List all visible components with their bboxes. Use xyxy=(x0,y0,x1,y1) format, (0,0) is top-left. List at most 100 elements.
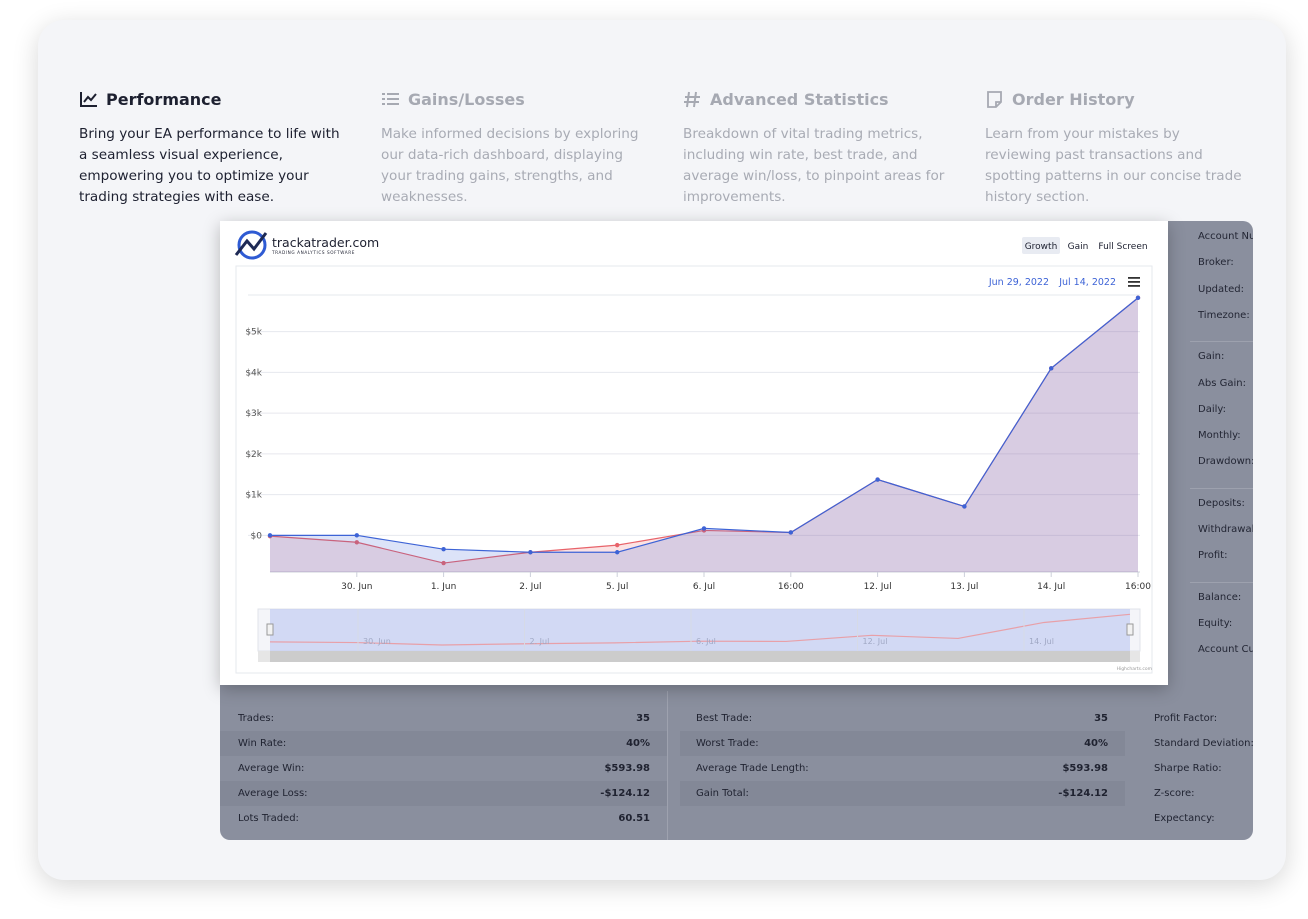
tab-title: Performance xyxy=(106,89,222,109)
menu-bar xyxy=(1128,285,1140,287)
stat-value: $593.98 xyxy=(604,763,650,774)
stat-row: Worst Trade: 40% xyxy=(680,731,1125,756)
account-label: Account Number: xyxy=(1198,231,1253,242)
tab[interactable]: Gains/Losses Make informed decisions by e… xyxy=(381,86,651,208)
stat-label: Sharpe Ratio: xyxy=(1154,763,1222,774)
stat-row: Best Trade: 35 xyxy=(680,706,1125,731)
x-tick-label: 16:00 xyxy=(1125,582,1151,592)
x-tick-label: 6. Jul xyxy=(693,582,715,592)
stat-row: Profit Factor: xyxy=(1140,706,1253,731)
point xyxy=(441,546,446,552)
point xyxy=(1135,295,1141,301)
chart-card: trackatrader.com TRADING ANALYTICS SOFTW… xyxy=(220,221,1168,685)
separator xyxy=(1190,487,1253,489)
tab[interactable]: Advanced Statistics Breakdown of vital tr… xyxy=(683,86,953,208)
navigator-line xyxy=(269,613,1131,646)
account-label: Daily: xyxy=(1198,403,1226,415)
account-label: Balance: xyxy=(1198,591,1242,603)
account-label: Equity: xyxy=(1198,617,1233,629)
point xyxy=(441,560,446,566)
stat-label: Average Trade Length: xyxy=(696,763,809,774)
stat-label: Average Win: xyxy=(238,763,305,774)
gain-button[interactable]: Gain xyxy=(1068,242,1089,252)
tab-title: Order History xyxy=(1012,89,1135,109)
point xyxy=(962,504,967,509)
x-tick-label: 16:00 xyxy=(778,582,804,592)
account-label: Broker: xyxy=(1198,257,1234,269)
scrollbar-thumb[interactable] xyxy=(270,651,1130,662)
x-tick-label: 12. Jul xyxy=(864,582,892,592)
stat-row: Trades: 35 xyxy=(220,706,667,731)
column-divider xyxy=(667,691,668,840)
y-tick-label: $3k xyxy=(245,409,262,419)
point xyxy=(354,533,359,538)
menu-icon[interactable] xyxy=(1128,277,1140,287)
stat-label: Expectancy: xyxy=(1154,813,1215,824)
chart: trackatrader.com TRADING ANALYTICS SOFTW… xyxy=(234,230,1153,674)
account-label: Monthly: xyxy=(1198,430,1241,442)
stat-label: Average Loss: xyxy=(238,788,308,799)
stat-label: Standard Deviation: xyxy=(1154,738,1253,749)
stat-value: $593.98 xyxy=(1062,763,1108,774)
credit: Highcharts.com xyxy=(1117,666,1152,672)
stat-row: Average Loss: -$124.12 xyxy=(220,781,667,806)
point xyxy=(788,530,793,535)
logo-icon xyxy=(237,230,267,260)
separator xyxy=(1190,341,1253,343)
date-to[interactable]: Jul 14, 2022 xyxy=(1058,277,1116,288)
stat-row: Sharpe Ratio: xyxy=(1140,756,1253,781)
point xyxy=(701,526,707,531)
button-bg xyxy=(1022,237,1060,254)
account-label: Deposits: xyxy=(1198,497,1245,509)
x-tick-label: 5. Jul xyxy=(606,582,628,592)
stat-row: Expectancy: xyxy=(1140,806,1253,831)
tab[interactable]: Performance Bring your EA performance to … xyxy=(79,86,349,208)
account-label: Account Currency: xyxy=(1198,644,1253,656)
stat-label: Best Trade: xyxy=(696,713,753,724)
navigator-label: 14. Jul xyxy=(1029,637,1054,646)
stat-label: Worst Trade: xyxy=(696,738,759,749)
stat-value: 35 xyxy=(636,713,650,724)
y-tick-label: $5k xyxy=(245,328,262,338)
stat-value: 35 xyxy=(1094,713,1108,724)
stat-label: Lots Traded: xyxy=(238,813,299,824)
navigator-label: 12. Jul xyxy=(863,637,888,646)
account-label: Drawdown: xyxy=(1198,456,1253,468)
navigator-handle[interactable] xyxy=(266,623,274,636)
tab-header: Gains/Losses xyxy=(381,86,651,112)
area xyxy=(270,297,1138,572)
stat-value: 60.51 xyxy=(618,813,650,824)
logo: trackatrader.com TRADING ANALYTICS SOFTW… xyxy=(234,230,379,260)
tab[interactable]: Order History Learn from your mistakes by… xyxy=(985,86,1255,208)
point xyxy=(528,550,533,555)
y-tick-label: $4k xyxy=(245,368,262,378)
point xyxy=(615,542,620,548)
stat-label: Gain Total: xyxy=(696,788,749,799)
stat-row: Average Win: $593.98 xyxy=(220,756,667,781)
x-tick-label: 14. Jul xyxy=(1037,582,1065,592)
point xyxy=(354,540,359,545)
tab-header: Performance xyxy=(79,86,349,112)
y-tick-label: $0 xyxy=(251,531,263,541)
stat-row: Standard Deviation: xyxy=(1140,731,1253,756)
growth-button[interactable]: Growth xyxy=(1025,242,1058,252)
account-label: Abs Gain: xyxy=(1198,377,1246,389)
menu-bar xyxy=(1128,281,1140,283)
y-tick-label: $2k xyxy=(245,450,262,460)
account-label: Withdrawals: xyxy=(1198,524,1253,535)
fullscreen-button[interactable]: Full Screen xyxy=(1098,242,1147,252)
stat-row: Win Rate: 40% xyxy=(220,731,667,756)
logo-icon xyxy=(234,232,268,256)
tab-description: Bring your EA performance to life with a… xyxy=(79,126,340,205)
navigator-label: 30. Jun xyxy=(363,637,391,646)
stat-value: 40% xyxy=(626,738,650,749)
tab-icon xyxy=(684,91,700,107)
navigator-label: 2. Jul xyxy=(530,637,550,646)
area xyxy=(270,297,1138,572)
navigator-handle[interactable] xyxy=(1126,623,1134,636)
date-from[interactable]: Jun 29, 2022 xyxy=(988,277,1049,288)
tab-icon xyxy=(382,92,399,105)
tab-title: Gains/Losses xyxy=(408,89,525,109)
stat-label: Win Rate: xyxy=(238,738,287,749)
